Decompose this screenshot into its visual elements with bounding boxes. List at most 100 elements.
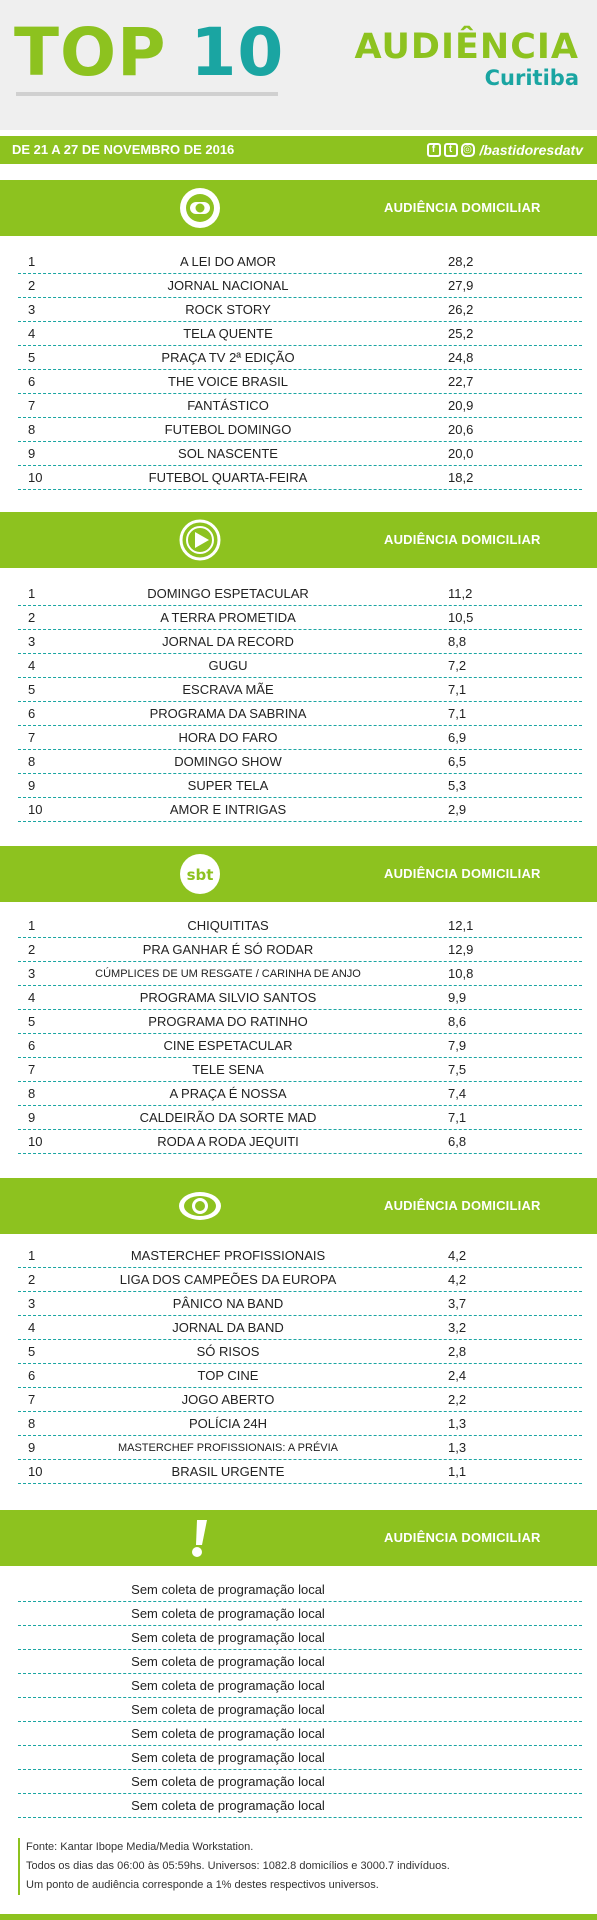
table-row: Sem coleta de programação local <box>18 1602 582 1626</box>
row-rank: 8 <box>28 754 36 769</box>
row-rating: 25,2 <box>448 326 474 341</box>
row-rating: 1,1 <box>448 1464 467 1479</box>
date-range: DE 21 A 27 DE NOVEMBRO DE 2016 <box>12 142 235 157</box>
table-row: 4 JORNAL DA BAND 3,2 <box>18 1316 582 1340</box>
row-program: LIGA DOS CAMPEÕES DA EUROPA <box>119 1272 337 1287</box>
table-row: 7 TELE SENA 7,5 <box>18 1058 582 1082</box>
table-row: 3 CÚMPLICES DE UM RESGATE / CARINHA DE AN… <box>18 962 582 986</box>
top10-title: TOP 10 <box>14 14 285 96</box>
row-program: JORNAL DA BAND <box>172 1320 284 1335</box>
row-rating: 12,9 <box>448 942 474 957</box>
table-row: 10 BRASIL URGENTE 1,1 <box>18 1460 582 1484</box>
ranking-table-record: 1 DOMINGO ESPETACULAR 11,2 2 A TERRA PROMETI… <box>18 582 582 822</box>
section-redetv: AUDIÊNCIA DOMICILIAR <box>0 1510 597 1566</box>
row-rank: 4 <box>28 990 36 1005</box>
table-row: 2 PRA GANHAR É SÓ RODAR 12,9 <box>18 938 582 962</box>
social-handle[interactable]: /bastidoresdatv <box>479 142 583 158</box>
table-row: 8 A PRAÇA É NOSSA 7,4 <box>18 1082 582 1106</box>
row-rating: 2,9 <box>448 802 467 817</box>
table-row: 4 PROGRAMA SILVIO SANTOS 9,9 <box>18 986 582 1010</box>
row-rating: 10,8 <box>448 966 474 981</box>
row-rating: 28,2 <box>448 254 474 269</box>
row-rank: 4 <box>28 1320 36 1335</box>
row-rating: 2,2 <box>448 1392 467 1407</box>
row-program: CALDEIRÃO DA SORTE MAD <box>139 1110 317 1125</box>
table-row: 8 DOMINGO SHOW 6,5 <box>18 750 582 774</box>
table-row: 1 DOMINGO ESPETACULAR 11,2 <box>18 582 582 606</box>
table-row: 5 ESCRAVA MÃE 7,1 <box>18 678 582 702</box>
brand-block: AUDIÊNCIA Curitiba <box>354 28 579 90</box>
row-rating: 7,5 <box>448 1062 467 1077</box>
section-label: AUDIÊNCIA DOMICILIAR <box>384 532 541 547</box>
section-band: AUDIÊNCIA DOMICILIAR <box>0 1178 597 1234</box>
table-row: 9 SUPER TELA 5,3 <box>18 774 582 798</box>
row-note: Sem coleta de programação local <box>131 1678 325 1693</box>
table-row: 3 ROCK STORY 26,2 <box>18 298 582 322</box>
row-rank: 10 <box>28 1134 43 1149</box>
table-row: 7 HORA DO FARO 6,9 <box>18 726 582 750</box>
row-rating: 5,3 <box>448 778 467 793</box>
facebook-icon[interactable]: f <box>426 143 441 157</box>
section-label: AUDIÊNCIA DOMICILIAR <box>384 866 541 881</box>
row-rating: 1,3 <box>448 1440 467 1455</box>
section-header: sbt AUDIÊNCIA DOMICILIAR <box>0 846 597 902</box>
table-row: 7 FANTÁSTICO 20,9 <box>18 394 582 418</box>
table-row: 10 AMOR E INTRIGAS 2,9 <box>18 798 582 822</box>
row-rating: 11,2 <box>448 586 473 601</box>
section-globo: AUDIÊNCIA DOMICILIAR <box>0 180 597 236</box>
row-rating: 7,1 <box>448 682 467 697</box>
title-word-10: 10 <box>190 14 285 91</box>
title-underline <box>16 92 278 96</box>
table-row: 3 PÂNICO NA BAND 3,7 <box>18 1292 582 1316</box>
row-rank: 3 <box>28 1296 36 1311</box>
table-row: 4 TELA QUENTE 25,2 <box>18 322 582 346</box>
record-logo <box>179 519 221 561</box>
table-row: Sem coleta de programação local <box>18 1794 582 1818</box>
row-rank: 2 <box>28 942 36 957</box>
row-rating: 4,2 <box>448 1272 467 1287</box>
row-note: Sem coleta de programação local <box>131 1798 325 1813</box>
row-rank: 8 <box>28 422 36 437</box>
row-program: THE VOICE BRASIL <box>168 374 288 389</box>
section-label: AUDIÊNCIA DOMICILIAR <box>384 1198 541 1213</box>
row-program: DOMINGO SHOW <box>174 754 282 769</box>
row-rank: 1 <box>28 1248 36 1263</box>
row-program: CÚMPLICES DE UM RESGATE / CARINHA DE ANJ… <box>95 968 361 980</box>
table-row: 2 LIGA DOS CAMPEÕES DA EUROPA 4,2 <box>18 1268 582 1292</box>
table-row: 9 MASTERCHEF PROFISSIONAIS: A PRÉVIA 1,3 <box>18 1436 582 1460</box>
row-rating: 8,8 <box>448 634 467 649</box>
section-label: AUDIÊNCIA DOMICILIAR <box>384 200 541 215</box>
twitter-icon[interactable]: t <box>443 143 458 157</box>
row-program: PRA GANHAR É SÓ RODAR <box>142 942 314 957</box>
row-note: Sem coleta de programação local <box>131 1702 325 1717</box>
row-program: PROGRAMA SILVIO SANTOS <box>139 990 317 1005</box>
row-program: FUTEBOL DOMINGO <box>164 422 292 437</box>
row-rank: 3 <box>28 302 36 317</box>
table-row: Sem coleta de programação local <box>18 1674 582 1698</box>
social-links[interactable]: f t ◎ /bastidoresdatv <box>426 136 583 164</box>
row-rank: 3 <box>28 634 36 649</box>
row-rank: 7 <box>28 1392 36 1407</box>
row-program: TELA QUENTE <box>183 326 273 341</box>
table-row: Sem coleta de programação local <box>18 1698 582 1722</box>
row-program: FANTÁSTICO <box>187 398 269 413</box>
sbt-logo-text: sbt <box>187 866 214 884</box>
row-rating: 2,8 <box>448 1344 467 1359</box>
row-program: A PRAÇA É NOSSA <box>169 1086 287 1101</box>
row-rank: 8 <box>28 1416 36 1431</box>
footer-notes: Fonte: Kantar Ibope Media/Media Workstat… <box>18 1838 582 1895</box>
row-rank: 2 <box>28 610 36 625</box>
row-program: SÓ RISOS <box>196 1344 260 1359</box>
row-note: Sem coleta de programação local <box>131 1774 325 1789</box>
row-rank: 2 <box>28 1272 36 1287</box>
row-rating: 12,1 <box>448 918 474 933</box>
row-program: HORA DO FARO <box>178 730 278 745</box>
row-rank: 4 <box>28 658 36 673</box>
row-program: CHIQUITITAS <box>187 918 269 933</box>
table-row: 1 MASTERCHEF PROFISSIONAIS 4,2 <box>18 1244 582 1268</box>
section-header: AUDIÊNCIA DOMICILIAR <box>0 180 597 236</box>
table-row: Sem coleta de programação local <box>18 1650 582 1674</box>
row-note: Sem coleta de programação local <box>131 1606 325 1621</box>
instagram-icon[interactable]: ◎ <box>460 143 475 157</box>
row-rank: 7 <box>28 730 36 745</box>
